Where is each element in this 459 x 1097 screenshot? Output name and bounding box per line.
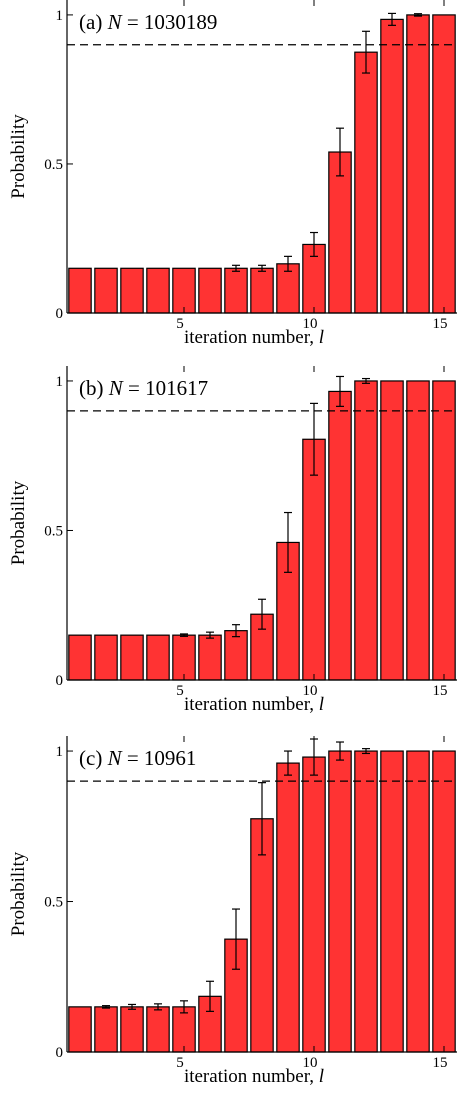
bar: [328, 390, 352, 681]
y-tick-label: 0: [56, 306, 64, 322]
y-tick-label: 1: [56, 8, 64, 24]
error-bar: [284, 750, 292, 776]
x-axis-label: iteration number, l: [184, 327, 324, 348]
error-bar: [336, 741, 344, 761]
bar: [432, 14, 456, 314]
bar: [276, 762, 300, 1053]
bar: [198, 634, 222, 681]
bar: [146, 634, 170, 681]
bar: [224, 267, 248, 314]
error-bar: [180, 633, 188, 637]
error-bar: [388, 12, 396, 26]
bar: [354, 750, 378, 1053]
error-bar: [336, 375, 344, 407]
panel-title: (a) N = 1030189: [79, 10, 217, 34]
bar: [380, 380, 404, 681]
bar: [120, 1006, 144, 1053]
y-axis-label: Probability: [8, 480, 29, 565]
y-tick-label: 1: [56, 374, 64, 390]
bar: [120, 267, 144, 314]
error-bar: [128, 1003, 136, 1010]
bar: [68, 1006, 92, 1053]
error-bar: [206, 631, 214, 639]
error-bar: [362, 30, 370, 74]
y-tick-label: 1: [56, 744, 64, 760]
error-bar: [310, 231, 318, 257]
bar: [120, 634, 144, 681]
bar: [432, 380, 456, 681]
bar: [432, 750, 456, 1053]
y-tick-label: 0: [56, 1045, 64, 1061]
error-bar: [258, 598, 266, 630]
error-bar: [102, 1005, 110, 1009]
bar: [146, 267, 170, 314]
error-bar: [362, 748, 370, 755]
x-tick-label: 5: [176, 683, 184, 699]
bar: [68, 267, 92, 314]
bar: [406, 380, 430, 681]
error-bar: [258, 782, 266, 856]
error-bar: [232, 908, 240, 970]
x-tick-label: 15: [433, 1055, 448, 1071]
error-bar: [232, 264, 240, 272]
bar: [380, 18, 404, 314]
error-bar: [180, 1000, 188, 1014]
error-bar: [362, 377, 370, 384]
bar: [406, 750, 430, 1053]
bar: [380, 750, 404, 1053]
error-bar: [310, 402, 318, 476]
error-bar: [336, 127, 344, 177]
bar: [94, 267, 118, 314]
x-tick-label: 10: [303, 683, 318, 699]
bar: [68, 634, 92, 681]
panel-title: (b) N = 101617: [79, 376, 208, 400]
bar: [94, 634, 118, 681]
bar: [224, 630, 248, 681]
x-tick-label: 10: [303, 316, 318, 332]
error-bar: [414, 13, 422, 17]
y-tick-label: 0.5: [44, 157, 63, 173]
bar: [354, 380, 378, 681]
panel-title: (c) N = 10961: [79, 746, 196, 770]
y-tick-label: 0: [56, 673, 64, 689]
bar: [250, 267, 274, 314]
error-bar: [206, 980, 214, 1012]
bar: [146, 1006, 170, 1053]
y-axis-label: Probability: [8, 851, 29, 936]
bar: [172, 634, 196, 681]
bar: [302, 756, 326, 1053]
x-tick-label: 5: [176, 1055, 184, 1071]
y-tick-label: 0.5: [44, 523, 63, 539]
x-tick-label: 15: [433, 683, 448, 699]
error-bar: [232, 624, 240, 638]
x-tick-label: 10: [303, 1055, 318, 1071]
y-axis-label: Probability: [8, 114, 29, 199]
x-tick-label: 15: [433, 316, 448, 332]
bar: [406, 14, 430, 314]
bar: [94, 1006, 118, 1053]
bar: [172, 267, 196, 314]
y-tick-label: 0.5: [44, 895, 63, 911]
x-tick-label: 5: [176, 316, 184, 332]
bar: [172, 1006, 196, 1053]
error-bar: [284, 255, 292, 272]
bar: [328, 750, 352, 1053]
x-axis-label: iteration number, l: [184, 694, 324, 715]
bar: [198, 267, 222, 314]
error-bar: [154, 1003, 162, 1011]
error-bar: [284, 511, 292, 573]
error-bar: [258, 264, 266, 272]
bar: [354, 51, 378, 314]
x-axis-label: iteration number, l: [184, 1066, 324, 1087]
